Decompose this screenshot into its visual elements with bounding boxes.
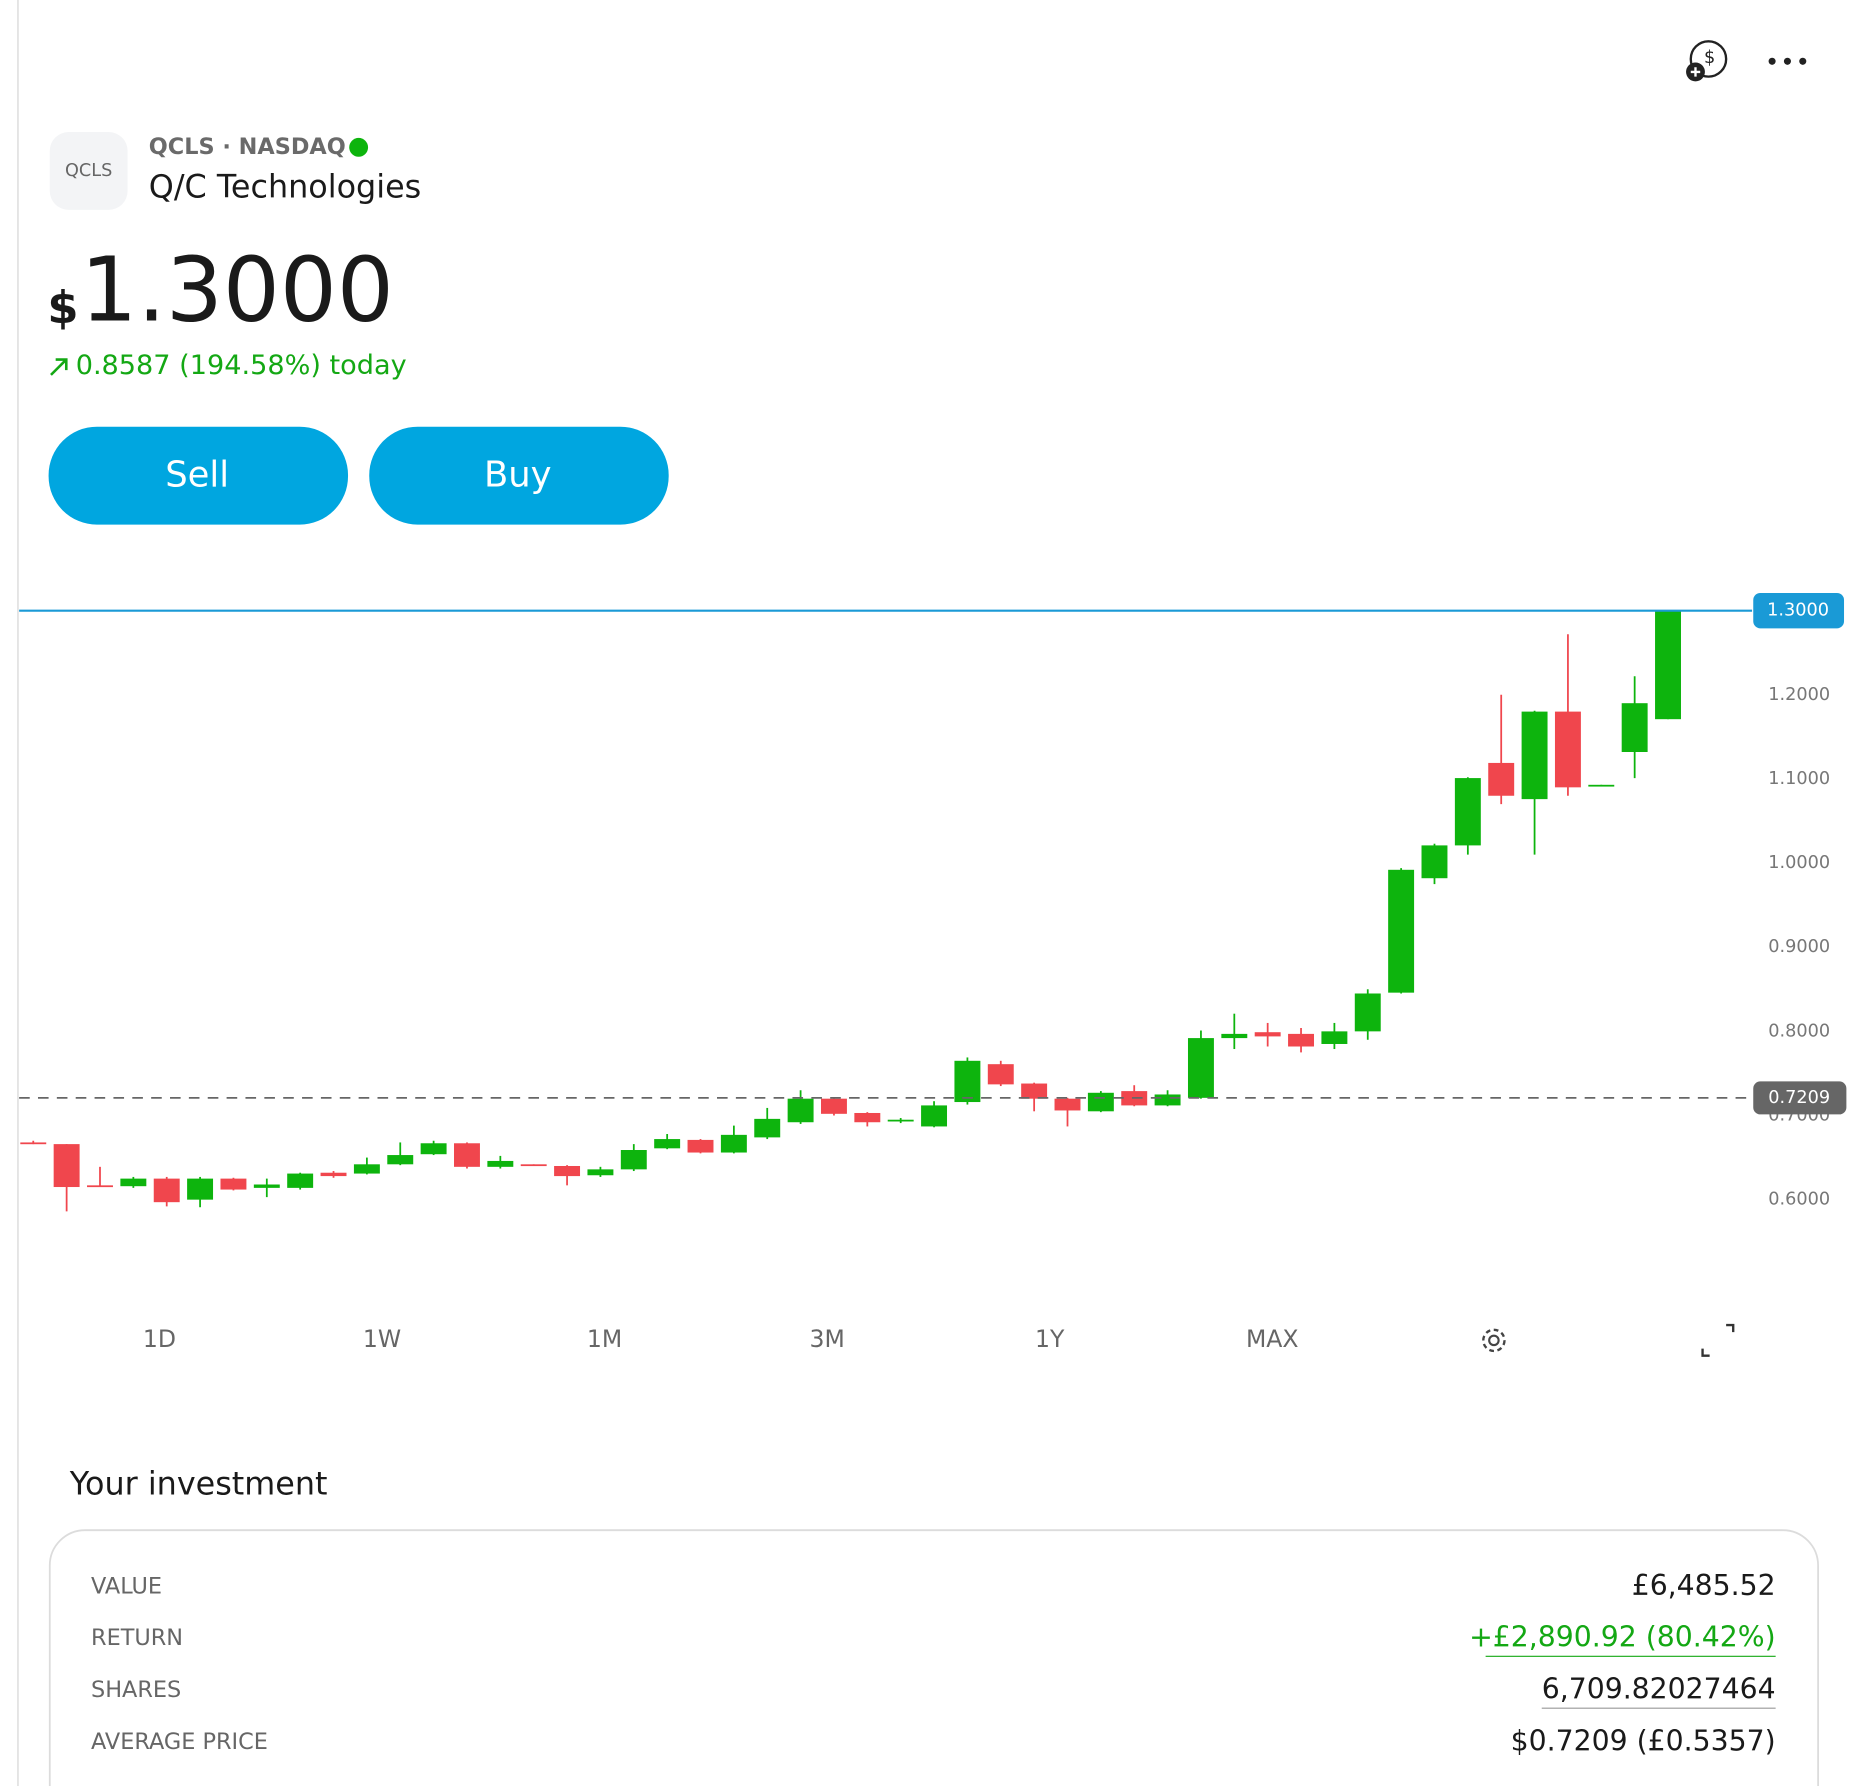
candle-body [921, 1105, 948, 1127]
row-label: AVERAGE PRICE [91, 1729, 268, 1755]
market-open-dot [349, 137, 369, 157]
row-value: 6,709.82027464 [1542, 1673, 1776, 1706]
current-price-label: 1.3000 [1767, 601, 1829, 621]
settings-icon[interactable] [1482, 1328, 1506, 1353]
price-change: 0.8587 (194.58%) today [76, 350, 407, 381]
candle-body [1521, 711, 1548, 800]
candle-body [320, 1172, 347, 1177]
investment-rows: VALUE £6,485.52 RETURN +£2,890.92 (80.42%) S… [91, 1569, 1776, 1757]
price: 1.3000 [80, 238, 393, 342]
candle-body [1588, 784, 1615, 787]
candle-body [53, 1144, 80, 1188]
candle-body [1021, 1083, 1048, 1099]
range-option[interactable]: 1W [363, 1325, 401, 1353]
candlestick-chart: 0.60000.70000.80000.90001.00001.10001.20… [19, 592, 1847, 1212]
sell-button[interactable] [48, 426, 349, 525]
candle-body [887, 1119, 914, 1122]
candle-body [1321, 1031, 1348, 1044]
y-tick-label: 0.6000 [1768, 1190, 1830, 1210]
range-option[interactable]: 1Y [1035, 1325, 1065, 1353]
candle-body [554, 1165, 581, 1177]
sell-label[interactable]: Sell [165, 454, 229, 495]
candle-body [353, 1164, 380, 1174]
candle-body [1554, 711, 1581, 788]
candle-body [1054, 1098, 1081, 1111]
up-arrow [50, 358, 68, 376]
candle-body [987, 1064, 1014, 1085]
section-title: Your investment [69, 1464, 328, 1502]
candle-body [487, 1160, 514, 1167]
candle-body [1154, 1094, 1181, 1106]
average-price-label: 0.7209 [1768, 1088, 1830, 1108]
logo-text: QCLS [65, 161, 112, 181]
more-menu[interactable] [1768, 57, 1807, 65]
current-price-tag [1753, 592, 1845, 629]
candle-body [787, 1098, 814, 1123]
company-name: Q/C Technologies [149, 168, 421, 206]
candle-body [1087, 1092, 1114, 1112]
range-option[interactable]: MAX [1246, 1325, 1299, 1353]
y-tick-label: 0.9000 [1768, 937, 1830, 957]
candle-body [287, 1173, 314, 1188]
buy-button[interactable] [369, 426, 669, 525]
candle-body [587, 1169, 614, 1176]
row-value: +£2,890.92 (80.42%) [1469, 1621, 1776, 1654]
candle-body [187, 1178, 214, 1200]
candle-body [1254, 1032, 1281, 1037]
candle-body [520, 1164, 547, 1167]
range-selector: 1D 1W 1M 3M 1Y MAX [143, 1325, 1299, 1353]
y-tick-label: 1.1000 [1768, 769, 1830, 789]
candle-body [1621, 703, 1648, 752]
candle-body [153, 1178, 180, 1203]
average-price-tag [1753, 1081, 1847, 1115]
y-tick-label: 1.0000 [1768, 853, 1830, 873]
candle-body [1221, 1033, 1248, 1039]
fullscreen-icon[interactable] [1701, 1323, 1735, 1357]
candle-body [1388, 869, 1415, 993]
candle-body [854, 1112, 881, 1123]
candle-body [20, 1142, 47, 1145]
candle-body [387, 1155, 414, 1165]
investment-card [48, 1529, 1819, 1786]
exchange: QCLS · NASDAQ [149, 134, 346, 160]
candle-body [1354, 993, 1381, 1032]
row-label: VALUE [91, 1573, 162, 1599]
candle-body [253, 1184, 280, 1188]
candle-body [420, 1143, 447, 1155]
y-tick-label: 1.2000 [1768, 685, 1830, 705]
candle-body [87, 1185, 113, 1188]
candle-body [1421, 845, 1448, 879]
candle-body [454, 1143, 480, 1167]
candle-body [1288, 1033, 1315, 1047]
candle-body [820, 1098, 847, 1114]
range-option[interactable]: 3M [809, 1325, 844, 1353]
row-value: £6,485.52 [1632, 1569, 1776, 1602]
currency: $ [47, 281, 78, 334]
range-option[interactable]: 1M [587, 1325, 622, 1353]
range-option[interactable]: 1D [143, 1325, 176, 1353]
candle-body [1655, 610, 1681, 720]
candle-body [954, 1060, 981, 1103]
candle-body [687, 1139, 714, 1153]
candle-body [754, 1118, 781, 1138]
row-value: $0.7209 (£0.5357) [1511, 1724, 1776, 1757]
logo-box [49, 132, 128, 210]
candle-body [120, 1178, 147, 1187]
candle-body [1488, 762, 1515, 796]
buy-label[interactable]: Buy [484, 454, 552, 495]
candle-body [1187, 1038, 1214, 1098]
candle-body [220, 1178, 247, 1190]
add-funds-icon[interactable]: $ [1686, 40, 1728, 82]
y-tick-label: 0.8000 [1768, 1021, 1830, 1041]
candle-body [720, 1134, 747, 1153]
row-label: SHARES [91, 1677, 181, 1703]
candle-body [620, 1150, 647, 1170]
svg-text:$: $ [1704, 48, 1715, 68]
candle-body [1454, 778, 1481, 846]
candle-body [654, 1139, 681, 1149]
row-label: RETURN [91, 1625, 183, 1651]
